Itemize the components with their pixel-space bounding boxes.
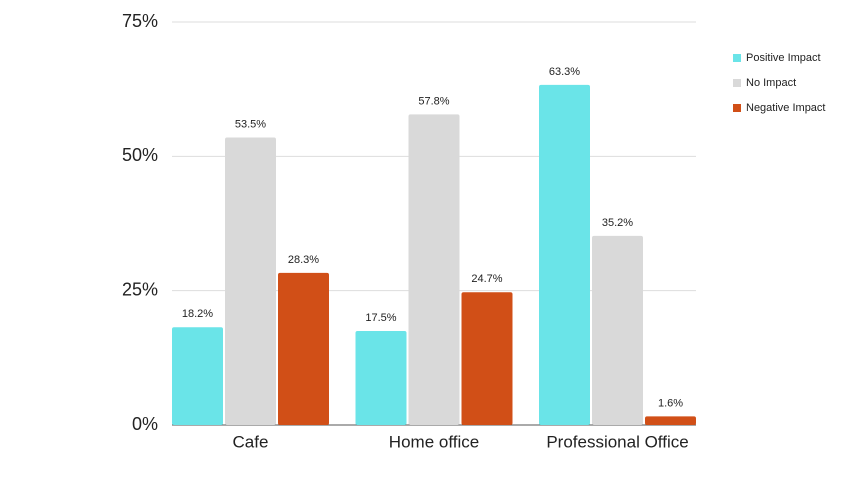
x-tick-label: Cafe (233, 432, 269, 451)
value-label: 18.2% (182, 308, 213, 320)
x-tick-label: Professional Office (546, 432, 688, 451)
y-tick-label: 50% (122, 145, 158, 165)
bar (539, 84, 590, 426)
bar (461, 292, 513, 425)
value-label: 1.6% (658, 397, 683, 409)
bar (225, 137, 276, 425)
value-label: 28.3% (288, 254, 319, 266)
bar (172, 327, 223, 425)
value-label: 57.8% (418, 95, 449, 107)
legend-swatch (733, 54, 741, 62)
value-label: 24.7% (471, 273, 502, 285)
value-label: 35.2% (602, 217, 633, 229)
legend-swatch (733, 104, 741, 112)
legend-label: Negative Impact (746, 102, 825, 114)
value-label: 53.5% (235, 118, 266, 130)
bar (278, 272, 329, 425)
legend-label: No Impact (746, 77, 796, 89)
y-tick-label: 0% (132, 414, 158, 434)
legend-label: Positive Impact (746, 52, 821, 64)
bar (592, 235, 643, 425)
bar (645, 416, 696, 425)
y-tick-label: 75% (122, 11, 158, 31)
bar (408, 114, 460, 426)
value-label: 63.3% (549, 66, 580, 78)
legend-swatch (733, 79, 741, 87)
value-label: 17.5% (365, 312, 396, 324)
x-tick-label: Home office (389, 432, 479, 451)
y-tick-label: 25% (122, 279, 158, 299)
bar (355, 330, 407, 425)
